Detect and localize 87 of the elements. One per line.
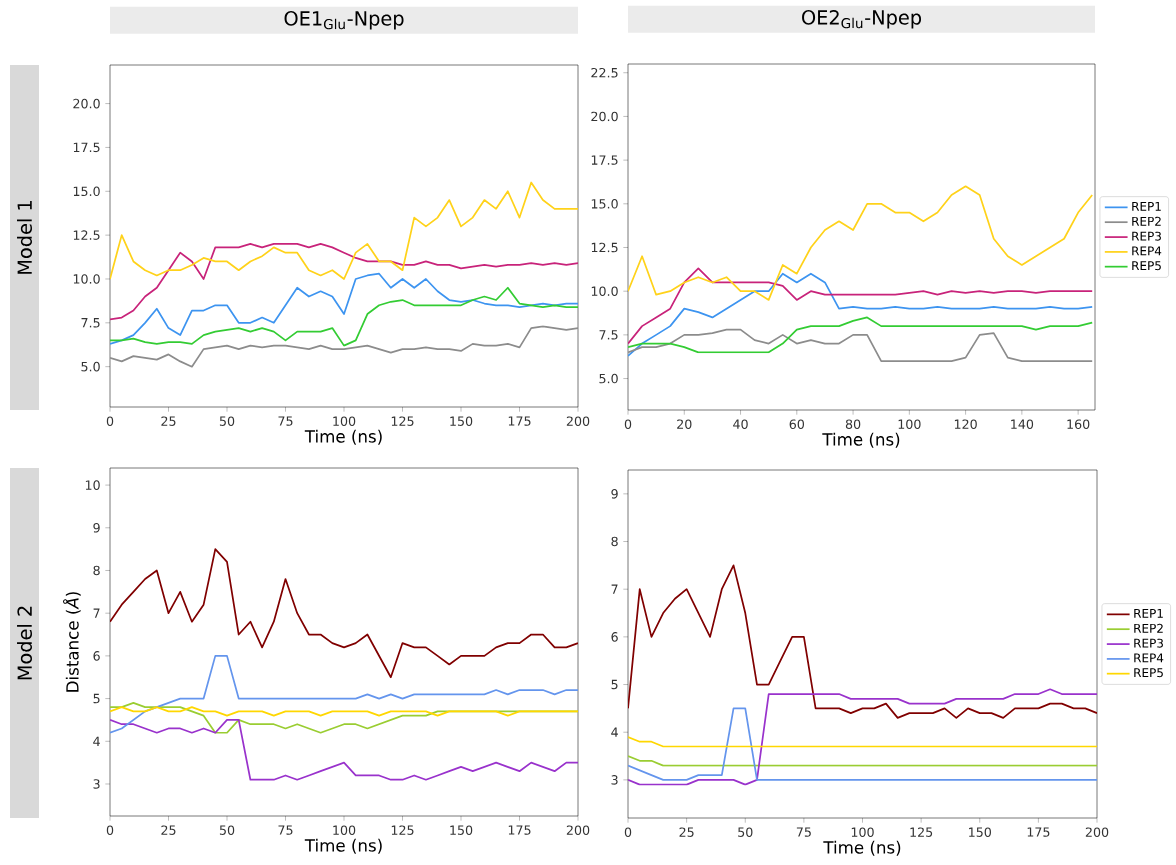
- x-tick-label: 20: [677, 419, 692, 429]
- y-tick-label: 7.5: [599, 330, 618, 340]
- y-tick-label: 10.0: [73, 274, 100, 284]
- x-tick-label: 75: [796, 827, 811, 837]
- x-tick-label: 125: [910, 827, 933, 837]
- x-tick-label: 200: [566, 825, 590, 835]
- x-tick-label: 25: [161, 825, 176, 835]
- x-tick-label: 25: [161, 416, 176, 426]
- x-tick-label: 125: [391, 416, 414, 426]
- line-series: [110, 272, 579, 345]
- x-tick-label: 150: [450, 416, 473, 426]
- x-tick-label: 50: [219, 416, 235, 426]
- line-series: [628, 185, 1094, 301]
- y-tick-label: 22.5: [591, 67, 618, 78]
- x-tick-label: 0: [624, 419, 632, 429]
- x-tick-label: 125: [391, 825, 414, 835]
- y-tick-label: 7.5: [81, 318, 100, 328]
- y-tick-label: 17.5: [591, 155, 618, 165]
- y-tick-label: 5: [611, 679, 618, 690]
- x-tick-label: 0: [624, 827, 632, 837]
- x-tick-label: 50: [738, 827, 753, 837]
- y-tick-label: 10: [85, 480, 100, 490]
- y-tick-label: 9: [93, 522, 100, 533]
- x-tick-label: 75: [278, 825, 293, 835]
- y-tick-label: 5.0: [599, 373, 618, 384]
- y-tick-label: 15.0: [591, 199, 618, 209]
- x-tick-label: 150: [450, 825, 473, 835]
- legend-label: REP4: [1132, 246, 1162, 256]
- y-tick-label: 5: [93, 693, 100, 704]
- y-tick-label: 4: [93, 736, 100, 746]
- legend-label: REP2: [1132, 216, 1161, 226]
- legend-label: REP4: [1134, 653, 1164, 663]
- legend-label: REP5: [1134, 668, 1163, 678]
- y-tick-label: 4: [611, 727, 618, 737]
- x-tick-label: 0: [106, 825, 114, 835]
- x-tick-label: 175: [508, 416, 531, 426]
- chart-title: OE2$_{Glu}$-Npep: [802, 10, 922, 29]
- x-tick-label: 60: [789, 419, 805, 429]
- x-tick-label: 80: [845, 419, 861, 429]
- y-tick-label: 17.5: [73, 142, 100, 153]
- x-tick-label: 175: [1027, 827, 1050, 837]
- x-tick-label: 100: [851, 827, 874, 837]
- x-tick-label: 120: [954, 419, 977, 429]
- legend-label: REP2: [1134, 623, 1163, 633]
- text: Model 2: [17, 606, 32, 680]
- x-tick-label: 100: [333, 825, 356, 835]
- y-tick-label: 20.0: [591, 111, 618, 122]
- legend-label: REP3: [1134, 638, 1163, 648]
- legend-label: REP5: [1132, 261, 1161, 271]
- x-tick-label: 160: [1067, 419, 1090, 429]
- x-tick-label: 150: [969, 827, 991, 837]
- y-tick-label: 10.0: [591, 286, 618, 296]
- y-tick-label: 5.0: [81, 361, 100, 372]
- x-tick-label: 200: [566, 416, 590, 426]
- y-tick-label: 9: [611, 489, 618, 499]
- x-tick-label: 40: [733, 419, 748, 429]
- text: Model 1: [17, 201, 32, 274]
- legend-label: REP1: [1134, 608, 1163, 618]
- x-tick-label: 0: [106, 416, 114, 426]
- x-tick-label: 100: [898, 419, 921, 429]
- y-axis-title: Distance (Å): [63, 592, 81, 692]
- y-tick-label: 12.5: [591, 242, 618, 253]
- y-tick-label: 8: [93, 565, 100, 576]
- x-axis-title: Time (ns): [822, 432, 900, 448]
- y-tick-label: 15.0: [73, 186, 100, 197]
- y-tick-label: 8: [611, 536, 618, 547]
- y-tick-label: 3: [611, 775, 618, 785]
- x-tick-label: 200: [1085, 827, 1109, 837]
- legend-label: REP3: [1132, 231, 1161, 241]
- x-tick-label: 75: [278, 416, 293, 426]
- y-tick-label: 6: [611, 632, 618, 642]
- x-axis-title: Time (ns): [304, 838, 382, 854]
- x-axis-title: Time (ns): [823, 840, 901, 856]
- x-tick-label: 25: [679, 827, 694, 837]
- x-tick-label: 140: [1011, 419, 1034, 429]
- x-tick-label: 100: [333, 416, 356, 426]
- chart-title: OE1$_{Glu}$-Npep: [284, 11, 404, 30]
- y-tick-label: 7: [93, 608, 100, 618]
- y-tick-label: 7: [611, 584, 618, 594]
- legend-label: REP1: [1132, 201, 1161, 211]
- x-tick-label: 175: [508, 825, 531, 835]
- y-tick-label: 6: [93, 651, 100, 661]
- x-tick-label: 50: [219, 825, 235, 835]
- y-tick-label: 3: [93, 779, 100, 789]
- x-axis-title: Time (ns): [304, 429, 382, 445]
- y-tick-label: 12.5: [73, 230, 100, 240]
- y-tick-label: 20.0: [73, 98, 100, 109]
